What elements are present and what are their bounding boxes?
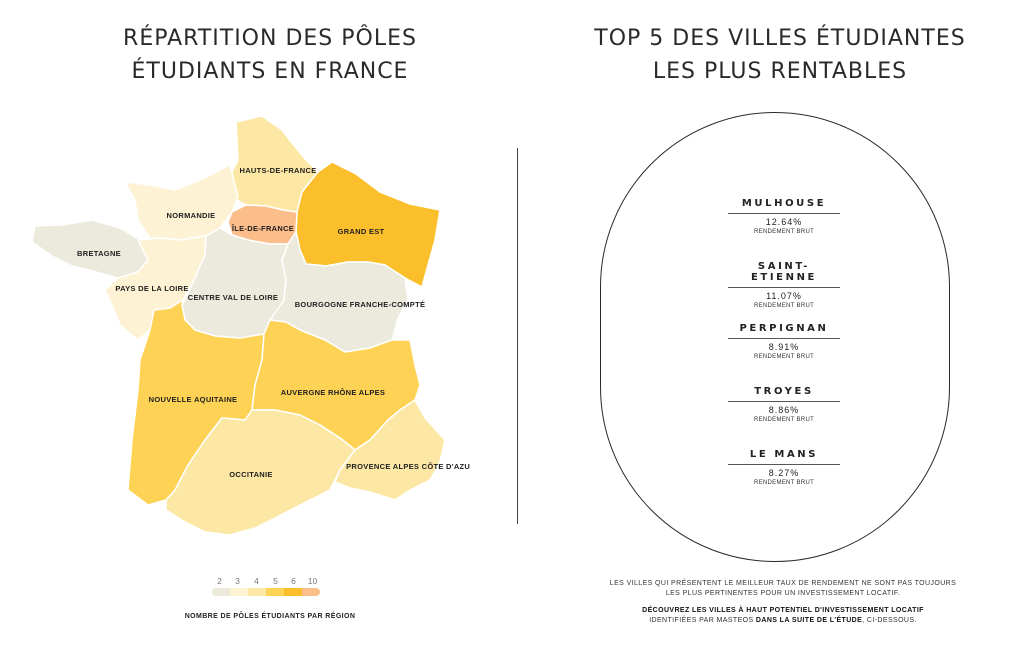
- city-yield: 8.86%: [768, 405, 800, 415]
- vertical-divider: [517, 148, 518, 524]
- footer-cta-link-text: DANS LA SUITE DE L'ÉTUDE: [755, 617, 863, 624]
- legend-swatch: [230, 588, 248, 596]
- legend-value: 4: [254, 576, 259, 586]
- ranking-title: TOP 5 DES VILLES ÉTUDIANTES LES PLUS REN…: [560, 22, 1000, 88]
- city-card-2: SAINT-ETIENNE 11.07% RENDEMENT BRUT: [728, 261, 840, 309]
- footer-cta-text: IDENTIFIÉES PAR MASTEOS: [649, 617, 756, 624]
- legend-swatch: [266, 588, 284, 596]
- footer-cta-line-2: IDENTIFIÉES PAR MASTEOS DANS LA SUITE DE…: [600, 616, 966, 626]
- france-regions-map: HAUTS-DE-FRANCE NORMANDIE ÎLE-DE-FRANCE …: [31, 115, 470, 536]
- footer-cta-line-1: DÉCOUVREZ LES VILLES À HAUT POTENTIEL D'…: [600, 606, 966, 616]
- map-title: RÉPARTITION DES PÔLES ÉTUDIANTS EN FRANC…: [70, 22, 470, 88]
- city-card-5: LE MANS 8.27% RENDEMENT BRUT: [728, 449, 840, 486]
- city-name: TROYES: [728, 386, 840, 402]
- ranking-title-line-1: TOP 5 DES VILLES ÉTUDIANTES: [594, 26, 966, 51]
- city-name: MULHOUSE: [728, 198, 840, 214]
- legend-values: 2 3 4 5 6 10: [210, 576, 324, 586]
- city-yield: 11.07%: [766, 291, 802, 301]
- footer-note: LES VILLES QUI PRÉSENTENT LE MEILLEUR TA…: [600, 579, 966, 599]
- label-hauts-de-france: HAUTS-DE-FRANCE: [240, 166, 317, 175]
- region-bourgogne-franche-comte[interactable]: [269, 231, 409, 353]
- label-grand-est: GRAND EST: [338, 227, 385, 236]
- legend-value: 3: [235, 576, 240, 586]
- city-card-3: PERPIGNAN 8.91% RENDEMENT BRUT: [728, 323, 840, 360]
- footer-note-line-1: LES VILLES QUI PRÉSENTENT LE MEILLEUR TA…: [609, 580, 957, 587]
- region-provence-alpes-cote-d-azur[interactable]: [334, 399, 446, 501]
- region-occitanie[interactable]: [165, 409, 356, 536]
- city-yield-label: RENDEMENT BRUT: [753, 354, 815, 360]
- city-yield-label: RENDEMENT BRUT: [753, 229, 815, 235]
- legend-value: 10: [307, 576, 318, 586]
- ranking-title-line-2: LES PLUS RENTABLES: [652, 59, 908, 84]
- legend-value: 2: [217, 576, 222, 586]
- footer-cta-end: , CI-DESSOUS.: [862, 617, 917, 624]
- city-card-1: MULHOUSE 12.64% RENDEMENT BRUT: [728, 198, 840, 235]
- city-yield-label: RENDEMENT BRUT: [753, 417, 815, 423]
- label-pays-de-la-loire: PAYS DE LA LOIRE: [115, 284, 188, 293]
- map-title-line-1: RÉPARTITION DES PÔLES: [123, 26, 417, 51]
- city-card-4: TROYES 8.86% RENDEMENT BRUT: [728, 386, 840, 423]
- city-name: SAINT-ETIENNE: [728, 261, 840, 288]
- legend-swatch: [284, 588, 302, 596]
- legend-swatch: [302, 588, 320, 596]
- map-title-line-2: ÉTUDIANTS EN FRANCE: [131, 59, 409, 84]
- city-yield-label: RENDEMENT BRUT: [753, 303, 815, 309]
- label-occitanie: OCCITANIE: [229, 470, 272, 479]
- region-normandie[interactable]: [124, 164, 239, 241]
- footer-note-line-2: LES PLUS PERTINENTES POUR UN INVESTISSEM…: [665, 590, 901, 597]
- label-provence-alpes-cote-d-azur: PROVENCE ALPES CÔTE D'AZUR: [346, 462, 470, 471]
- footer-cta-bold: DÉCOUVREZ LES VILLES À HAUT POTENTIEL D'…: [642, 607, 924, 614]
- legend-value: 6: [291, 576, 296, 586]
- ranking-oval-frame: [600, 112, 950, 562]
- legend-color-scale: [212, 588, 320, 596]
- legend-swatch: [248, 588, 266, 596]
- city-yield: 12.64%: [765, 217, 803, 227]
- label-ile-de-france: ÎLE-DE-FRANCE: [231, 224, 294, 233]
- city-yield: 8.91%: [768, 342, 800, 352]
- city-name: LE MANS: [728, 449, 840, 465]
- city-name: PERPIGNAN: [728, 323, 840, 339]
- label-nouvelle-aquitaine: NOUVELLE AQUITAINE: [149, 395, 238, 404]
- city-yield-label: RENDEMENT BRUT: [753, 480, 815, 486]
- legend-value: 5: [273, 576, 278, 586]
- label-centre-val-de-loire: CENTRE VAL DE LOIRE: [188, 293, 278, 302]
- label-bretagne: BRETAGNE: [77, 249, 121, 258]
- footer-cta: DÉCOUVREZ LES VILLES À HAUT POTENTIEL D'…: [600, 606, 966, 626]
- legend-swatch: [212, 588, 230, 596]
- legend-caption: NOMBRE DE PÔLES ÉTUDIANTS PAR RÉGION: [184, 613, 356, 620]
- label-auvergne-rhone-alpes: AUVERGNE RHÔNE ALPES: [281, 388, 386, 397]
- label-bourgogne-franche-comte: BOURGOGNE FRANCHE-COMPTÉ: [295, 300, 426, 309]
- label-normandie: NORMANDIE: [167, 211, 216, 220]
- city-yield: 8.27%: [768, 468, 800, 478]
